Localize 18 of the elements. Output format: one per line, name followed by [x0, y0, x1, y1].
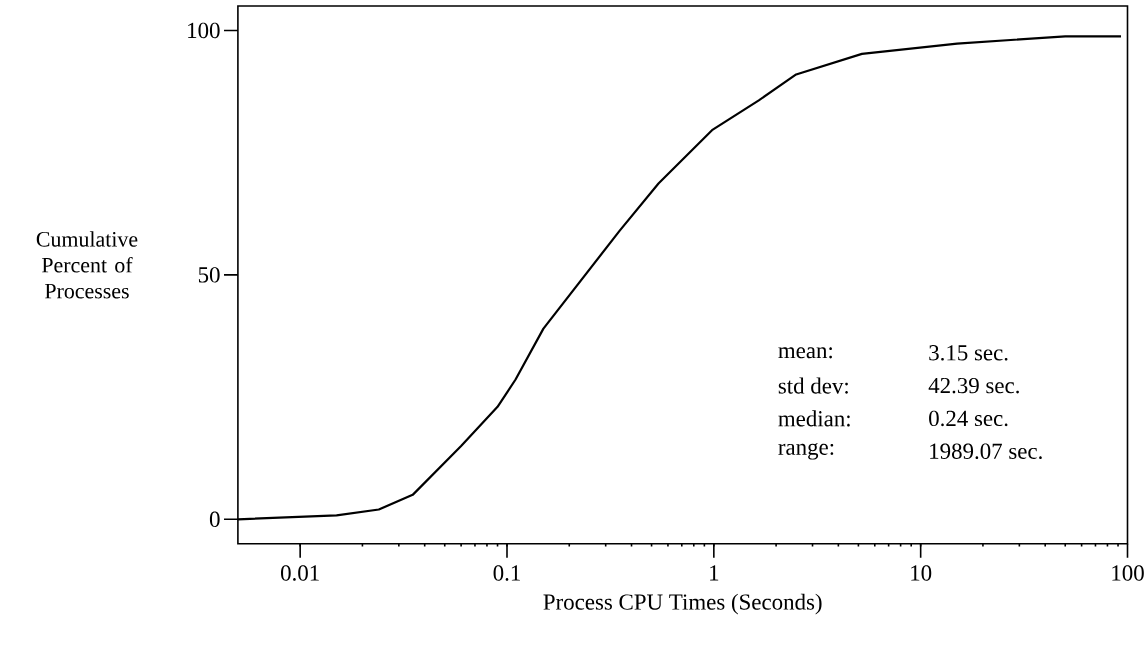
annotation: 0.24 sec.	[929, 410, 1008, 427]
annotation: mean:	[778, 347, 832, 359]
annotation: 1989.07 sec.	[930, 443, 1042, 460]
annotation: median:	[778, 410, 850, 427]
x-tick-label: 0.1	[493, 565, 520, 581]
annotation: 42.39 sec.	[928, 378, 1019, 394]
x-tick-label: 100	[1112, 565, 1144, 581]
annotation: 3.15 sec.	[929, 345, 1008, 361]
annotation: range:	[778, 443, 834, 460]
annotation: std dev:	[778, 377, 848, 394]
x-tick-label: 1	[710, 565, 719, 581]
x-axis-title: Process CPU Times (Seconds)	[543, 593, 822, 615]
y-tick-label: 100	[188, 22, 220, 39]
y-axis-title: Cumulative Percent of Processes	[36, 231, 138, 299]
x-tick-label: 0.01	[281, 565, 319, 581]
x-tick-label: 10	[911, 565, 932, 581]
y-tick-label: 0	[209, 511, 220, 528]
y-tick-label: 50	[198, 267, 220, 283]
